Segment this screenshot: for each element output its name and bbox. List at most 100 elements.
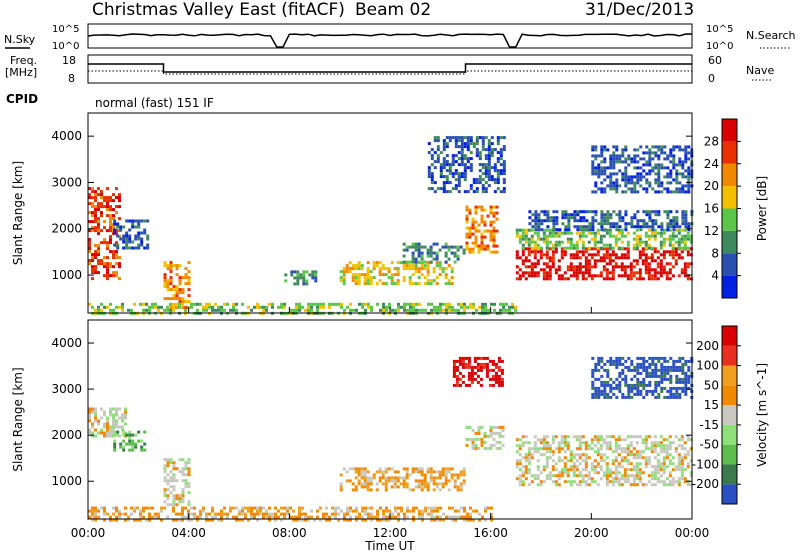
data-cell <box>630 178 634 182</box>
data-cell <box>524 237 528 241</box>
data-cell <box>427 302 430 306</box>
data-cell <box>463 308 466 312</box>
data-cell <box>563 456 567 460</box>
data-cell <box>650 444 654 448</box>
data-cell <box>536 250 540 254</box>
data-cell <box>118 196 121 200</box>
data-cell <box>448 302 451 306</box>
data-cell <box>656 231 660 235</box>
data-cell <box>557 441 561 445</box>
data-cell <box>91 410 94 414</box>
data-cell <box>630 160 634 164</box>
data-cell <box>432 488 436 492</box>
data-cell <box>91 226 94 230</box>
data-cell <box>620 231 624 235</box>
data-cell <box>463 154 467 158</box>
data-cell <box>686 277 690 281</box>
data-cell <box>181 494 185 498</box>
data-cell <box>606 216 610 220</box>
data-cell <box>115 274 118 278</box>
data-cell <box>542 237 546 241</box>
data-cell <box>146 237 150 241</box>
data-cell <box>642 222 646 226</box>
data-cell <box>615 395 619 399</box>
data-cell <box>536 259 540 263</box>
data-cell <box>596 228 600 232</box>
data-cell <box>677 243 681 247</box>
data-cell <box>436 305 439 309</box>
data-cell <box>566 240 570 244</box>
data-cell <box>166 308 169 312</box>
data-cell <box>408 279 412 283</box>
data-cell <box>638 234 642 238</box>
data-cell <box>355 308 358 312</box>
data-cell <box>489 229 493 233</box>
data-cell <box>608 243 612 247</box>
data-cell <box>469 305 472 309</box>
data-cell <box>654 395 658 399</box>
data-cell <box>469 142 473 146</box>
data-cell <box>593 459 597 463</box>
data-cell <box>169 485 173 489</box>
data-cell <box>651 210 655 214</box>
data-cell <box>115 271 118 275</box>
data-cell <box>181 491 185 495</box>
data-cell <box>602 268 606 272</box>
data-cell <box>650 474 654 478</box>
data-cell <box>106 268 109 272</box>
data-cell <box>627 154 631 158</box>
data-cell <box>387 270 391 274</box>
data-cell <box>633 160 637 164</box>
data-cell <box>403 515 406 519</box>
data-cell <box>551 453 555 457</box>
data-cell <box>557 259 561 263</box>
data-cell <box>603 389 607 393</box>
data-cell <box>656 444 660 448</box>
data-cell <box>465 437 469 441</box>
data-cell <box>468 437 472 441</box>
data-cell <box>468 226 472 230</box>
data-cell <box>367 515 370 519</box>
data-cell <box>94 419 97 423</box>
data-cell <box>420 485 424 489</box>
data-cell <box>578 435 582 439</box>
data-cell <box>137 219 141 223</box>
data-cell <box>433 518 436 522</box>
data-cell <box>487 166 491 170</box>
data-cell <box>271 302 274 306</box>
data-cell <box>163 470 167 474</box>
data-cell <box>587 483 591 487</box>
colorbar-segment <box>722 186 737 209</box>
data-cell <box>463 169 467 173</box>
data-cell <box>94 413 97 417</box>
data-cell <box>136 506 139 510</box>
data-cell <box>635 277 639 281</box>
data-cell <box>408 267 412 271</box>
data-cell <box>521 474 525 478</box>
data-cell <box>636 160 640 164</box>
data-cell <box>459 470 463 474</box>
data-cell <box>439 163 443 167</box>
data-cell <box>573 210 577 214</box>
data-cell <box>100 229 103 233</box>
data-cell <box>557 483 561 487</box>
data-cell <box>125 243 129 247</box>
data-cell <box>678 395 682 399</box>
data-cell <box>166 482 170 486</box>
data-cell <box>635 234 639 238</box>
data-cell <box>319 518 322 522</box>
nsky-tick-top: 10^5 <box>52 24 79 35</box>
data-cell <box>100 407 103 411</box>
data-cell <box>262 512 265 516</box>
data-cell <box>292 308 295 312</box>
data-cell <box>172 297 176 301</box>
data-cell <box>296 270 300 274</box>
y-tick-label: 2000 <box>51 428 82 442</box>
data-cell <box>645 190 649 194</box>
data-cell <box>675 181 679 185</box>
data-cell <box>648 365 652 369</box>
data-cell <box>521 435 525 439</box>
data-cell <box>542 274 546 278</box>
data-cell <box>587 447 591 451</box>
data-cell <box>662 465 666 469</box>
